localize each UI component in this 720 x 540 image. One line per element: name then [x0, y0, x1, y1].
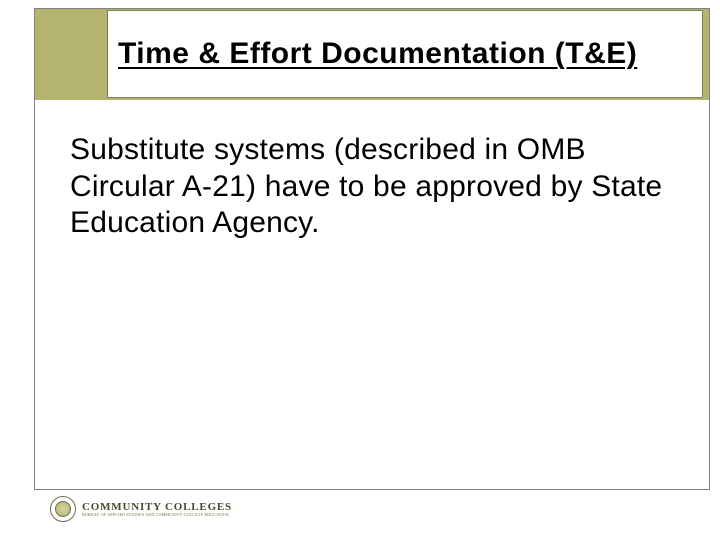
slide-frame [34, 8, 710, 490]
logo-text-block: COMMUNITY COLLEGES BUREAU OF APPLIED STU… [82, 502, 232, 517]
seal-icon [50, 496, 76, 522]
slide-body-text: Substitute systems (described in OMB Cir… [70, 132, 670, 242]
footer-logo: COMMUNITY COLLEGES BUREAU OF APPLIED STU… [50, 496, 232, 522]
logo-main-text: COMMUNITY COLLEGES [82, 502, 232, 513]
logo-sub-text: BUREAU OF APPLIED STUDIES AND COMMUNITY … [82, 513, 232, 517]
seal-inner-icon [55, 501, 71, 517]
